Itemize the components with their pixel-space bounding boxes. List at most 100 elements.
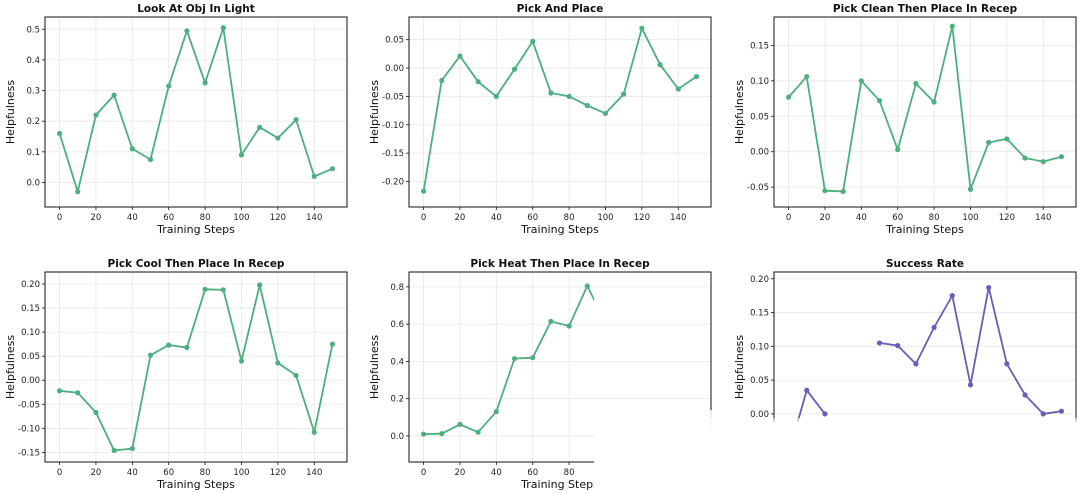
data-point [202, 80, 208, 86]
x-tick-label: 80 [564, 213, 575, 223]
data-point [1004, 361, 1010, 367]
series-line [59, 284, 334, 452]
data-point [166, 83, 172, 89]
data-point [967, 186, 974, 192]
y-tick-label: 0.00 [385, 64, 404, 74]
axes-frame [44, 271, 348, 463]
series-line [879, 287, 1062, 415]
y-tick-label: 0.05 [750, 112, 769, 122]
chart-panel-4: -0.15 -0.10 -0.05 0.00 0.05 0.10 0.15 0.20 0 20 40… [4, 258, 348, 491]
data-point [1004, 136, 1010, 142]
x-axis-label: Training Steps [520, 223, 599, 236]
data-point [548, 318, 554, 324]
y-axis-label: Helpfulness [733, 335, 746, 399]
series-line [422, 25, 697, 192]
data-point [475, 79, 481, 85]
x-axis-label: Training Steps [156, 478, 235, 491]
y-tick-label: 0.2 [390, 395, 404, 405]
chart-panel-5: 0.0 0.2 0.4 0.6 0.8 0 20 40 60 80 Pick Heat Then P… [368, 258, 712, 491]
data-point [584, 102, 590, 109]
y-tick-label: 0.0 [390, 432, 404, 442]
y-axis-label: Helpfulness [733, 80, 746, 144]
data-point [293, 117, 299, 123]
y-tick-label: 0.15 [21, 304, 40, 314]
x-tick-label: 80 [200, 213, 211, 223]
y-tick-label: -0.15 [382, 149, 404, 159]
data-point [530, 38, 536, 44]
data-point [275, 360, 281, 366]
x-tick-label: 140 [1035, 213, 1051, 223]
data-point [1040, 411, 1046, 417]
data-point [257, 282, 263, 288]
data-point [238, 358, 245, 364]
data-point [931, 324, 937, 331]
data-point [220, 287, 226, 293]
y-tick-label: 0.1 [26, 148, 40, 158]
y-tick-label: 0.15 [750, 41, 769, 51]
data-point [511, 356, 518, 362]
data-point [220, 25, 226, 31]
y-tick-label: 0.00 [750, 410, 769, 420]
x-tick-label: 140 [306, 468, 322, 478]
x-tick-label: 120 [999, 213, 1015, 223]
y-tick-label: 0.10 [21, 328, 40, 338]
data-point [420, 188, 427, 194]
data-point [621, 294, 626, 299]
data-point [511, 66, 518, 72]
data-point [1058, 154, 1065, 160]
data-point [184, 344, 190, 351]
y-tick-label: 0.00 [21, 376, 40, 386]
data-point [1022, 155, 1028, 161]
x-tick-label: 80 [200, 468, 211, 478]
series-line [805, 389, 826, 415]
series-line [58, 27, 333, 196]
x-tick-label: 40 [491, 468, 502, 478]
series-group [785, 23, 1065, 195]
x-tick-label: 60 [163, 468, 174, 478]
y-tick-label: 0.00 [750, 148, 769, 158]
data-point [876, 98, 883, 104]
y-tick-label: -0.05 [18, 400, 40, 410]
x-tick-label: 100 [597, 213, 613, 223]
series-group [796, 284, 1065, 422]
x-tick-label: 140 [306, 213, 322, 223]
series-group [56, 282, 336, 454]
data-point [530, 355, 536, 361]
x-tick-label: 80 [564, 468, 575, 478]
data-point [147, 156, 154, 163]
chart-title: Pick Heat Then Place In Recep [470, 258, 650, 270]
x-tick-label: 120 [270, 468, 286, 478]
data-point [166, 342, 172, 348]
data-point [1040, 159, 1046, 165]
axes-frame [773, 271, 1077, 422]
y-tick-label: 0.20 [750, 275, 769, 285]
series-line [787, 25, 1062, 193]
data-point [602, 110, 609, 117]
x-tick-label: 120 [634, 213, 650, 223]
data-point [913, 361, 919, 367]
data-point [986, 284, 992, 291]
x-tick-label: 100 [233, 468, 249, 478]
watermark-fade-left [594, 410, 714, 494]
x-tick-label: 60 [527, 468, 538, 478]
y-tick-label: -0.10 [18, 424, 40, 434]
axes-frame [44, 16, 348, 208]
chart-panel-2: -0.20 -0.15 -0.10 -0.05 0.00 0.05 0 20 40 60 80 100… [368, 3, 712, 236]
data-point [804, 387, 810, 393]
data-point [420, 431, 427, 437]
data-point [129, 146, 135, 152]
data-point [439, 77, 445, 84]
data-point [657, 62, 663, 68]
data-point [329, 341, 336, 347]
x-tick-label: 0 [57, 468, 62, 478]
x-tick-label: 0 [786, 213, 791, 223]
data-point [584, 283, 590, 289]
data-point [876, 340, 883, 346]
data-point [621, 91, 627, 97]
data-point [949, 23, 955, 29]
x-tick-label: 20 [91, 468, 102, 478]
data-point [639, 25, 645, 31]
y-tick-label: 0.4 [390, 357, 404, 367]
data-point [293, 372, 299, 379]
data-point [475, 429, 481, 435]
